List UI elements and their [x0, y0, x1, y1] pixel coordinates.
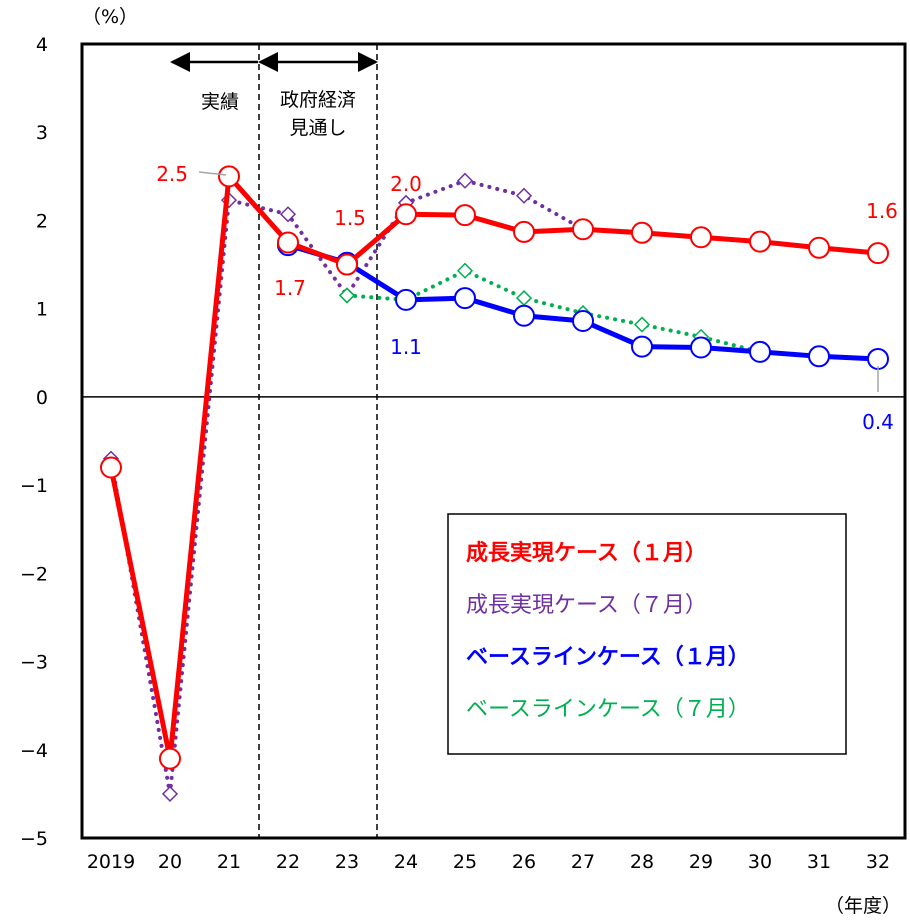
data-point	[513, 304, 535, 327]
series-line	[285, 242, 881, 362]
y-tick-label: −5	[20, 828, 48, 850]
data-point	[808, 345, 830, 368]
series-layer	[100, 165, 889, 802]
plot-area	[80, 42, 907, 840]
x-tick-label: 24	[394, 851, 418, 873]
data-labels: 2.5 1.7 1.5 2.0 1.6 1.1 0.4	[156, 162, 898, 434]
data-label-1.7: 1.7	[274, 276, 306, 300]
data-point	[395, 288, 417, 311]
x-tick-label: 20	[158, 851, 182, 873]
data-point	[100, 456, 122, 479]
x-tick-label: 22	[276, 851, 300, 873]
legend-growth-jan: 成長実現ケース（１月）	[466, 540, 707, 566]
series-line	[345, 268, 762, 354]
x-tick-label: 21	[217, 851, 241, 873]
y-axis-ticks: 4 3 2 1 0 −1 −2 −3 −4 −5	[20, 34, 48, 850]
legend: 成長実現ケース（１月） 成長実現ケース（７月） ベースラインケース（１月） ベー…	[447, 513, 847, 755]
x-axis-ticks: 2019 20 21 22 23 24 25 26 27 28 29 30 31 32	[87, 851, 890, 873]
data-label-1.5: 1.5	[334, 206, 366, 230]
data-point	[690, 226, 712, 249]
x-tick-label: 30	[748, 851, 772, 873]
data-point	[338, 287, 356, 304]
x-tick-label: 29	[689, 851, 713, 873]
data-point	[515, 290, 533, 307]
data-point	[218, 165, 240, 188]
data-point	[454, 287, 476, 310]
y-tick-label: 3	[36, 122, 48, 144]
y-tick-label: 2	[36, 210, 48, 232]
data-point	[161, 785, 179, 802]
data-point	[631, 221, 653, 244]
data-point	[454, 204, 476, 227]
data-point	[159, 747, 181, 770]
data-point	[277, 231, 299, 254]
data-point	[808, 236, 830, 259]
data-point	[749, 230, 771, 253]
data-point	[867, 347, 889, 370]
data-label-2.0: 2.0	[390, 172, 422, 196]
legend-box	[447, 513, 847, 755]
x-tick-label: 2019	[87, 851, 135, 873]
x-tick-label: 25	[453, 851, 477, 873]
y-tick-label: 4	[36, 34, 48, 56]
y-tick-label: 0	[36, 387, 48, 409]
x-tick-label: 23	[335, 851, 359, 873]
legend-growth-jul: 成長実現ケース（７月）	[466, 593, 707, 618]
legend-baseline-jul: ベースラインケース（７月）	[466, 697, 750, 722]
data-point	[572, 218, 594, 241]
data-point	[515, 187, 533, 204]
annotation-outlook-line2: 見通し	[289, 117, 346, 139]
x-tick-label: 26	[512, 851, 536, 873]
legend-baseline-jan: ベースラインケース（１月）	[466, 645, 750, 670]
leader-line-2.5	[198, 171, 227, 176]
data-point	[395, 203, 417, 226]
y-axis-unit: （%）	[82, 6, 138, 28]
data-point	[279, 206, 297, 223]
annotation-outlook-line1: 政府経済	[280, 89, 356, 111]
x-tick-label: 31	[807, 851, 831, 873]
data-point	[690, 336, 712, 359]
data-point	[572, 310, 594, 333]
series-2	[277, 234, 889, 370]
data-label-0.4: 0.4	[862, 410, 894, 434]
series-line	[109, 178, 585, 796]
data-point	[867, 242, 889, 265]
data-label-1.1: 1.1	[390, 335, 422, 359]
y-tick-label: −2	[20, 563, 48, 585]
data-point	[631, 335, 653, 358]
x-tick-label: 32	[866, 851, 890, 873]
data-label-1.6: 1.6	[866, 199, 898, 223]
annotation-actual: 実績	[201, 91, 239, 113]
data-point	[633, 316, 651, 333]
data-point	[749, 340, 771, 363]
y-tick-label: −4	[20, 740, 48, 762]
y-tick-label: −3	[20, 652, 48, 674]
series-0	[100, 165, 889, 770]
data-point	[456, 172, 474, 189]
data-point	[513, 220, 535, 243]
data-label-2.5: 2.5	[156, 162, 188, 186]
data-point	[456, 262, 474, 279]
data-point	[336, 253, 358, 276]
x-tick-label: 27	[571, 851, 595, 873]
y-tick-label: −1	[20, 475, 48, 497]
x-tick-label: 28	[630, 851, 654, 873]
x-axis-unit: （年度）	[825, 895, 901, 917]
y-tick-label: 1	[36, 299, 48, 321]
